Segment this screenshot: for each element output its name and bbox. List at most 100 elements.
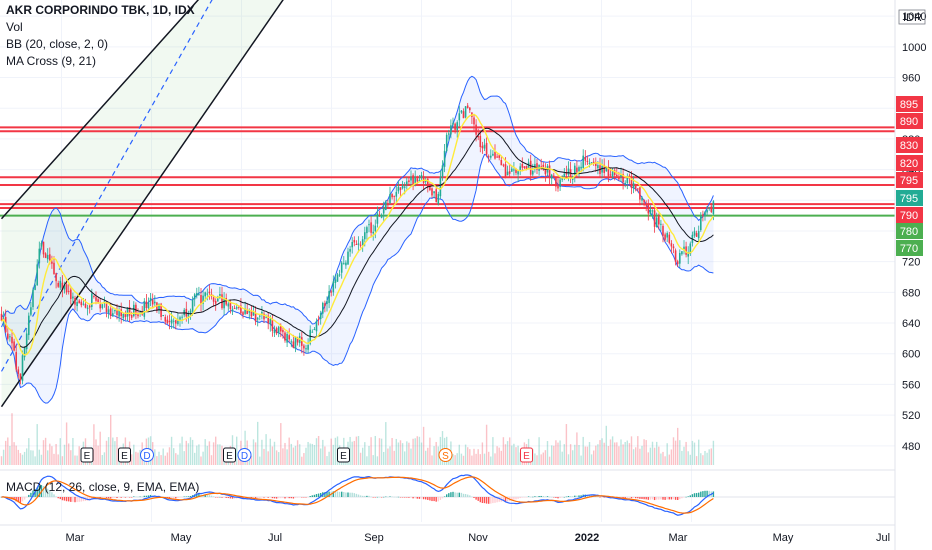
candle-body	[345, 262, 347, 266]
macd-histogram-bar	[691, 494, 694, 497]
candle-body	[639, 187, 641, 200]
candle-body	[101, 304, 104, 308]
macd-histogram-bar	[630, 497, 633, 499]
candle-body	[240, 305, 242, 314]
volume-bar	[259, 456, 261, 465]
macd-histogram-bar	[299, 497, 301, 498]
bollinger-band-area	[1, 76, 714, 404]
candle-body	[416, 178, 419, 182]
candle-body	[525, 166, 528, 170]
candle-body	[30, 307, 32, 315]
macd-histogram-bar	[454, 492, 456, 497]
indicator-vol[interactable]: Vol	[6, 20, 23, 34]
macd-histogram-bar	[364, 495, 366, 497]
volume-bar	[561, 451, 563, 465]
candle-body	[305, 348, 307, 350]
volume-bar	[670, 449, 673, 465]
macd-histogram-bar	[662, 497, 664, 500]
candle-body	[271, 319, 274, 331]
macd-histogram-bar	[368, 495, 370, 497]
volume-bar	[651, 441, 654, 465]
candle-body	[244, 307, 246, 314]
macd-histogram-bar	[355, 493, 358, 497]
candle-body	[590, 162, 593, 164]
volume-bar	[280, 423, 282, 465]
candle-body	[254, 313, 257, 322]
macd-histogram-bar	[506, 497, 509, 502]
candle-body	[550, 174, 553, 179]
volume-bar	[0, 456, 3, 465]
candle-body	[454, 123, 456, 130]
macd-histogram-bar	[578, 495, 580, 497]
horizontal-levels	[0, 126, 895, 217]
volume-bar	[406, 441, 408, 465]
candle-body	[21, 355, 24, 381]
indicator-ma-cross[interactable]: MA Cross (9, 21)	[6, 54, 97, 68]
candle-body	[611, 171, 614, 178]
candle-body	[693, 231, 696, 236]
volume-bar	[460, 453, 463, 465]
candle-body	[706, 210, 708, 213]
candle-body	[19, 373, 22, 381]
candle-body	[658, 215, 660, 225]
candle-body	[408, 180, 410, 183]
indicator-bb[interactable]: BB (20, close, 2, 0)	[6, 37, 109, 51]
macd-histogram-bar	[681, 497, 683, 499]
candle-body	[666, 233, 668, 238]
volume-bar	[28, 438, 30, 465]
channel-lower-line	[0, 0, 284, 408]
trend-channel	[0, 0, 284, 408]
volume-bar	[286, 449, 288, 465]
volume-bar	[40, 454, 43, 465]
candle-body	[63, 284, 66, 290]
volume-bar	[674, 440, 677, 465]
volume-bar	[427, 447, 429, 465]
macd-histogram-bar	[395, 496, 397, 498]
candle-body	[630, 176, 633, 189]
candle-body	[93, 295, 95, 297]
macd-histogram-bar	[353, 493, 355, 497]
macd-histogram-bar	[492, 497, 494, 504]
volume-bar	[131, 454, 133, 465]
candle-body	[410, 176, 412, 181]
candle-body	[553, 175, 555, 177]
volume-bar	[368, 445, 370, 465]
candle-body	[53, 262, 55, 275]
macd-histogram-bar	[320, 493, 322, 497]
volume-bar	[628, 443, 631, 465]
symbol-title[interactable]: AKR CORPORINDO TBK, 1D, IDX	[6, 3, 195, 17]
volume-bar	[204, 439, 206, 465]
event-label: D	[241, 451, 248, 462]
volume-bar	[498, 447, 500, 465]
candle-body	[397, 186, 400, 192]
candle-body	[443, 150, 446, 167]
macd-histogram-bar	[530, 496, 532, 498]
volume-bar	[63, 444, 66, 465]
volume-bar	[139, 449, 141, 465]
macd-histogram-bar	[334, 491, 337, 497]
volume-bar	[393, 450, 395, 465]
candle-body	[439, 176, 442, 197]
macd-histogram-bar	[65, 497, 68, 502]
volume-bar	[616, 442, 618, 465]
volume-bar	[324, 446, 326, 465]
price-tag	[896, 190, 923, 206]
candle-body	[676, 261, 679, 265]
macd-histogram-bar	[198, 493, 200, 497]
macd-histogram-bar	[490, 497, 492, 504]
event-marker: D	[140, 448, 154, 462]
candle-body	[536, 163, 538, 170]
volume-bar	[420, 442, 423, 465]
volume-bar	[635, 447, 637, 465]
macd-histogram-bar	[145, 495, 148, 497]
macd-histogram-bar	[695, 493, 698, 497]
volume-bar	[294, 445, 297, 465]
candle-body	[128, 307, 131, 316]
candle-body	[622, 173, 624, 183]
macd-histogram-bar	[513, 497, 515, 500]
candle-body	[487, 156, 490, 158]
candle-body	[280, 325, 282, 332]
macd-histogram-bar	[126, 497, 129, 498]
macd-histogram-bar	[525, 497, 528, 498]
